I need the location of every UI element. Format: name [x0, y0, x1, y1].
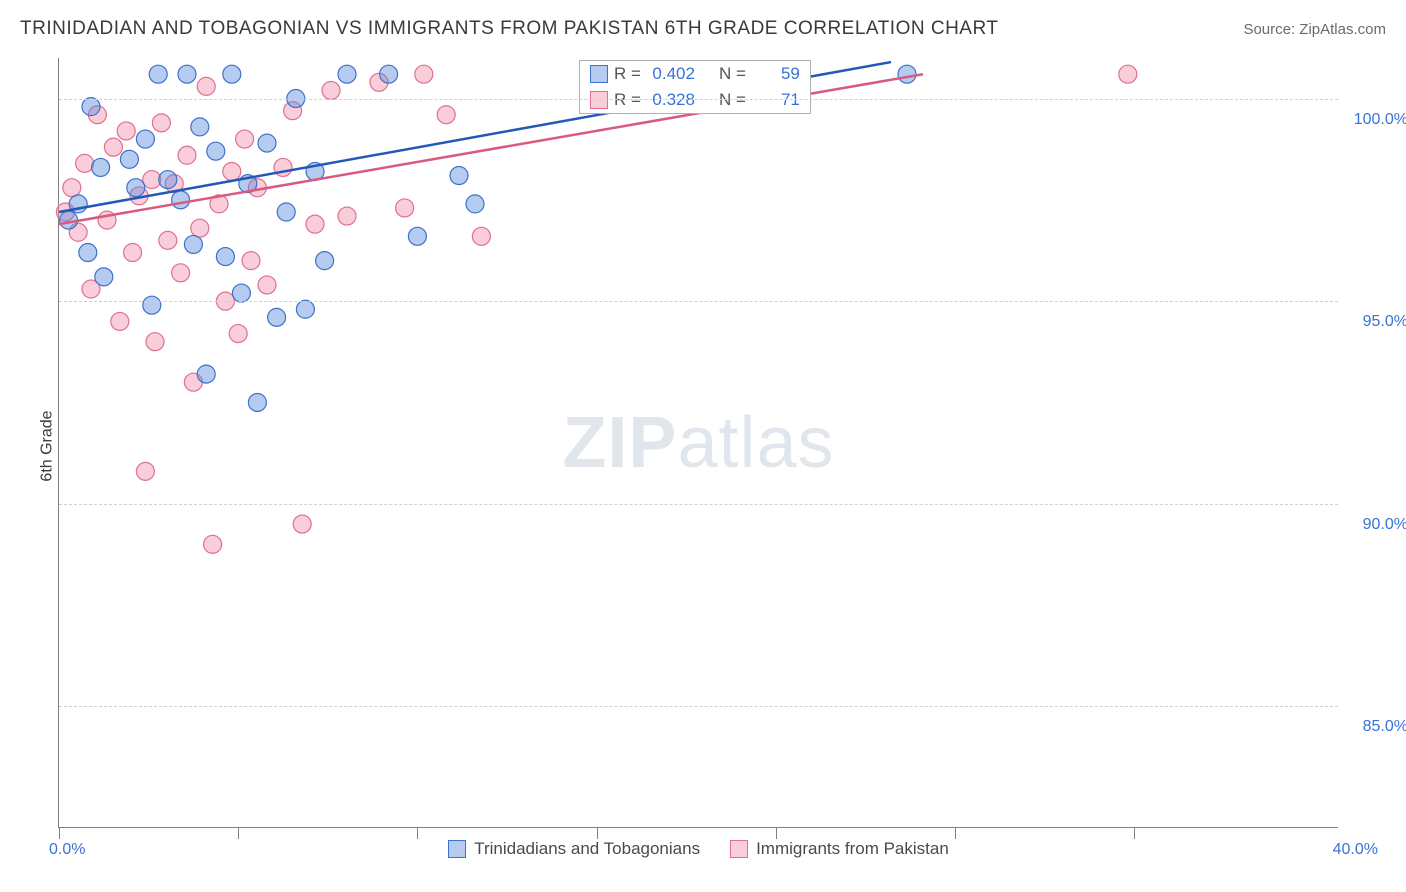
gridline: [59, 99, 1338, 100]
data-point: [172, 264, 190, 282]
data-point: [184, 235, 202, 253]
data-point: [415, 65, 433, 83]
legend: Trinidadians and Tobagonians Immigrants …: [59, 839, 1338, 859]
source-label: Source: ZipAtlas.com: [1243, 21, 1386, 38]
data-point: [229, 325, 247, 343]
x-tick: [955, 827, 956, 839]
data-point: [143, 296, 161, 314]
data-point: [316, 252, 334, 270]
data-point: [216, 248, 234, 266]
y-axis-label: 6th Grade: [39, 410, 57, 481]
gridline: [59, 504, 1338, 505]
data-point: [79, 244, 97, 262]
legend-label-2: Immigrants from Pakistan: [756, 839, 949, 859]
data-point: [172, 191, 190, 209]
stats-swatch-1: [590, 65, 608, 83]
data-point: [258, 276, 276, 294]
stats-swatch-2: [590, 91, 608, 109]
data-point: [191, 118, 209, 136]
data-point: [76, 154, 94, 172]
legend-label-1: Trinidadians and Tobagonians: [474, 839, 700, 859]
data-point: [258, 134, 276, 152]
data-point: [159, 171, 177, 189]
data-point: [146, 333, 164, 351]
x-tick: [1134, 827, 1135, 839]
y-tick-label: 100.0%: [1354, 111, 1406, 129]
data-point: [82, 98, 100, 116]
data-point: [380, 65, 398, 83]
legend-swatch-1: [448, 840, 466, 858]
data-point: [63, 179, 81, 197]
data-point: [95, 268, 113, 286]
x-axis-start: 0.0%: [49, 841, 85, 859]
gridline: [59, 301, 1338, 302]
data-point: [60, 211, 78, 229]
data-point: [136, 130, 154, 148]
y-tick-label: 90.0%: [1363, 516, 1406, 534]
x-tick: [238, 827, 239, 839]
stats-box: R = 0.402 N = 59 R = 0.328 N = 71: [579, 60, 811, 114]
data-point: [450, 167, 468, 185]
data-point: [127, 179, 145, 197]
y-tick-label: 95.0%: [1363, 313, 1406, 331]
data-point: [104, 138, 122, 156]
data-point: [242, 252, 260, 270]
data-point: [236, 130, 254, 148]
data-point: [159, 231, 177, 249]
data-point: [472, 227, 490, 245]
data-point: [437, 106, 455, 124]
data-point: [248, 393, 266, 411]
data-point: [149, 65, 167, 83]
data-point: [268, 308, 286, 326]
data-point: [322, 81, 340, 99]
data-point: [204, 535, 222, 553]
data-point: [92, 158, 110, 176]
plot-area: ZIPatlas R = 0.402 N = 59 R = 0.328 N = …: [58, 58, 1338, 828]
data-point: [223, 162, 241, 180]
data-point: [143, 171, 161, 189]
x-axis-end: 40.0%: [1333, 841, 1378, 859]
data-point: [117, 122, 135, 140]
chart-title: TRINIDADIAN AND TOBAGONIAN VS IMMIGRANTS…: [20, 18, 998, 40]
data-point: [191, 219, 209, 237]
scatter-svg: [59, 58, 1338, 827]
x-tick: [597, 827, 598, 839]
data-point: [223, 65, 241, 83]
data-point: [466, 195, 484, 213]
data-point: [124, 244, 142, 262]
data-point: [178, 65, 196, 83]
data-point: [408, 227, 426, 245]
x-tick: [417, 827, 418, 839]
data-point: [111, 312, 129, 330]
data-point: [152, 114, 170, 132]
data-point: [178, 146, 196, 164]
data-point: [306, 215, 324, 233]
data-point: [296, 300, 314, 318]
y-tick-label: 85.0%: [1363, 718, 1406, 736]
gridline: [59, 706, 1338, 707]
data-point: [277, 203, 295, 221]
x-tick: [776, 827, 777, 839]
data-point: [197, 365, 215, 383]
data-point: [136, 462, 154, 480]
x-tick: [59, 827, 60, 839]
data-point: [898, 65, 916, 83]
data-point: [338, 207, 356, 225]
data-point: [396, 199, 414, 217]
data-point: [120, 150, 138, 168]
data-point: [1119, 65, 1137, 83]
data-point: [338, 65, 356, 83]
data-point: [293, 515, 311, 533]
legend-swatch-2: [730, 840, 748, 858]
data-point: [197, 77, 215, 95]
data-point: [207, 142, 225, 160]
data-point: [232, 284, 250, 302]
